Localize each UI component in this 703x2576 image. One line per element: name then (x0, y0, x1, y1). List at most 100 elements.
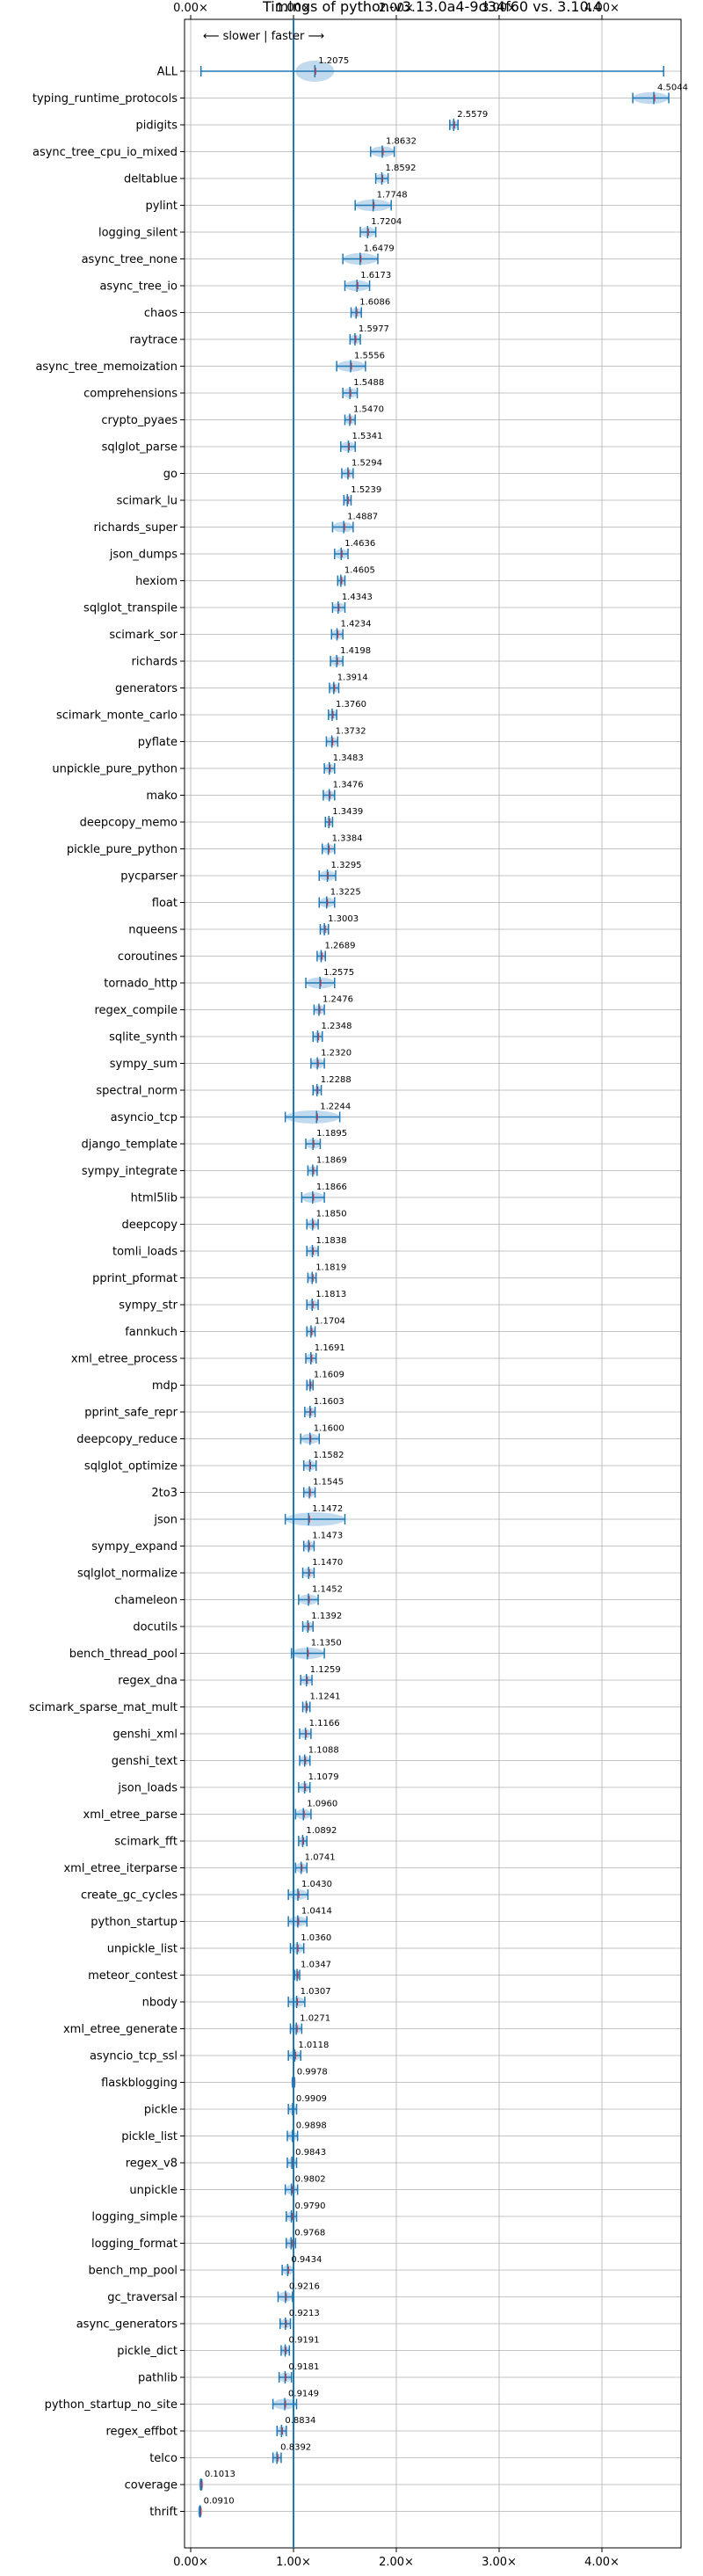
value-label: 1.0430 (301, 1880, 332, 1889)
value-label: 1.4605 (344, 566, 375, 576)
benchmark-label: python_startup_no_site (45, 2398, 178, 2412)
value-label: 0.9149 (288, 2390, 319, 2399)
benchmark-label: logging_silent (98, 227, 178, 240)
benchmark-label: sqlglot_normalize (77, 1568, 178, 1581)
value-label: 1.4887 (347, 513, 378, 522)
value-label: 1.1691 (315, 1343, 345, 1353)
benchmark-label: deltablue (124, 173, 178, 186)
benchmark-label: tornado_http (104, 978, 178, 991)
plot-frame (184, 18, 682, 2549)
value-label: 1.2244 (320, 1102, 351, 1112)
benchmark-label: async_tree_memoization (35, 360, 178, 374)
benchmark-label: richards_super (93, 521, 178, 535)
benchmark-label: generators (115, 682, 178, 695)
value-label: 1.3732 (336, 727, 366, 737)
value-label: 0.8392 (280, 2443, 311, 2453)
x-tick-label-bottom: 3.00× (482, 2556, 517, 2569)
benchmark-label: sqlglot_optimize (84, 1460, 178, 1474)
value-label: 1.5488 (353, 378, 384, 388)
value-label: 1.3003 (328, 914, 359, 924)
benchmark-label: regex_v8 (126, 2158, 178, 2171)
benchmark-label: async_tree_io (99, 280, 178, 294)
violin-layer (197, 61, 670, 2518)
benchmark-label: deepcopy_memo (80, 817, 178, 830)
value-label: 1.1088 (308, 1746, 339, 1756)
value-label: 1.1850 (316, 1210, 347, 1219)
benchmark-label: unpickle (129, 2184, 178, 2197)
benchmark-label: telco (149, 2452, 178, 2465)
value-label: 1.0307 (301, 1987, 331, 1997)
value-label: 1.4198 (340, 646, 371, 656)
x-tick-label-bottom: 1.00× (276, 2556, 311, 2569)
value-label: 1.0271 (300, 2014, 330, 2024)
benchmark-label: logging_simple (91, 2211, 178, 2224)
benchmark-label: go (163, 468, 178, 481)
value-label: 1.7204 (371, 217, 402, 227)
value-label: 1.1895 (316, 1129, 347, 1139)
benchmark-label: meteor_contest (88, 1969, 178, 1983)
value-label: 1.0741 (305, 1853, 336, 1863)
value-label: 1.1813 (315, 1290, 346, 1299)
value-label: 1.3476 (333, 781, 364, 790)
benchmark-label: unpickle_pure_python (52, 763, 178, 776)
benchmark-label: sqlite_synth (109, 1031, 178, 1044)
benchmark-label: coroutines (118, 950, 178, 964)
x-tick-label-top: 3.00× (482, 2, 517, 15)
x-tick-label-top: 2.00× (379, 2, 414, 15)
value-label: 1.5977 (359, 324, 389, 334)
value-label: 1.5239 (351, 485, 381, 495)
benchmark-label: 2to3 (151, 1487, 178, 1500)
benchmark-label: sympy_sum (110, 1058, 178, 1071)
value-label: 0.9898 (296, 2121, 327, 2131)
value-label: 1.4234 (341, 620, 372, 629)
benchmark-label: pprint_pformat (92, 1272, 178, 1285)
benchmark-label: bench_mp_pool (88, 2265, 178, 2278)
value-label: 1.3914 (337, 673, 368, 683)
x-tick-label-top: 4.00× (584, 2, 620, 15)
value-label: 0.9978 (297, 2068, 328, 2078)
benchmark-label: docutils (133, 1621, 178, 1634)
value-label: 1.6086 (359, 298, 390, 308)
value-label: 1.1241 (310, 1692, 341, 1702)
value-label: 0.8834 (285, 2416, 315, 2426)
benchmark-label: json_dumps (109, 549, 178, 562)
value-label: 0.9191 (289, 2336, 320, 2346)
value-label: 1.0414 (301, 1907, 332, 1917)
value-label: 1.2348 (321, 1022, 352, 1031)
benchmark-label: flaskblogging (101, 2077, 178, 2090)
benchmark-label: crypto_pyaes (101, 414, 178, 427)
benchmark-label: regex_compile (94, 1004, 178, 1017)
benchmark-label: sympy_expand (91, 1540, 178, 1554)
benchmark-label: comprehensions (83, 388, 178, 401)
benchmark-label: pickle_pure_python (67, 843, 178, 856)
value-label: 1.1603 (314, 1397, 344, 1407)
value-label: 1.0118 (298, 2041, 329, 2050)
benchmark-label: scimark_fft (114, 1836, 178, 1849)
value-label: 1.1166 (309, 1719, 340, 1728)
label-layer: ALL 1.2075 typing_runtime_protocols 4.5044 p… (29, 56, 688, 2519)
benchmark-label: spectral_norm (96, 1085, 178, 1098)
value-label: 1.2288 (321, 1075, 352, 1085)
benchmark-label: scimark_lu (117, 495, 178, 508)
value-label: 1.5470 (353, 405, 384, 415)
value-label: 1.0360 (301, 1933, 331, 1943)
benchmark-label: pickle_dict (117, 2345, 178, 2358)
value-label: 0.9802 (295, 2175, 326, 2185)
value-label: 1.1259 (310, 1665, 341, 1675)
value-label: 1.1819 (315, 1263, 346, 1273)
benchmark-label: scimark_sor (109, 629, 178, 642)
benchmark-label: unpickle_list (107, 1943, 178, 1956)
benchmark-label: xml_etree_parse (83, 1808, 178, 1822)
value-label: 1.1838 (316, 1236, 347, 1246)
value-label: 1.2476 (323, 995, 353, 1005)
value-label: 0.0910 (204, 2497, 235, 2507)
value-label: 1.2689 (324, 942, 355, 951)
benchmark-label: nbody (142, 1997, 178, 2010)
value-label: 1.6479 (364, 244, 395, 254)
benchmark-label: pickle (144, 2104, 178, 2117)
chart-subtitle: ⟵ slower | faster ⟶ (203, 30, 324, 43)
value-label: 1.1473 (312, 1532, 343, 1541)
benchmark-label: async_tree_cpu_io_mixed (33, 146, 178, 159)
x-tick-label-bottom: 0.00× (173, 2556, 208, 2569)
